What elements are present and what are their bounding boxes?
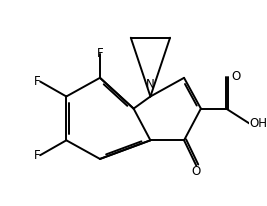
Text: F: F	[34, 75, 40, 88]
Text: F: F	[97, 47, 103, 60]
Text: OH: OH	[249, 117, 267, 130]
Text: F: F	[34, 149, 40, 162]
Text: O: O	[232, 70, 241, 83]
Text: N: N	[146, 78, 155, 91]
Text: O: O	[192, 165, 201, 178]
